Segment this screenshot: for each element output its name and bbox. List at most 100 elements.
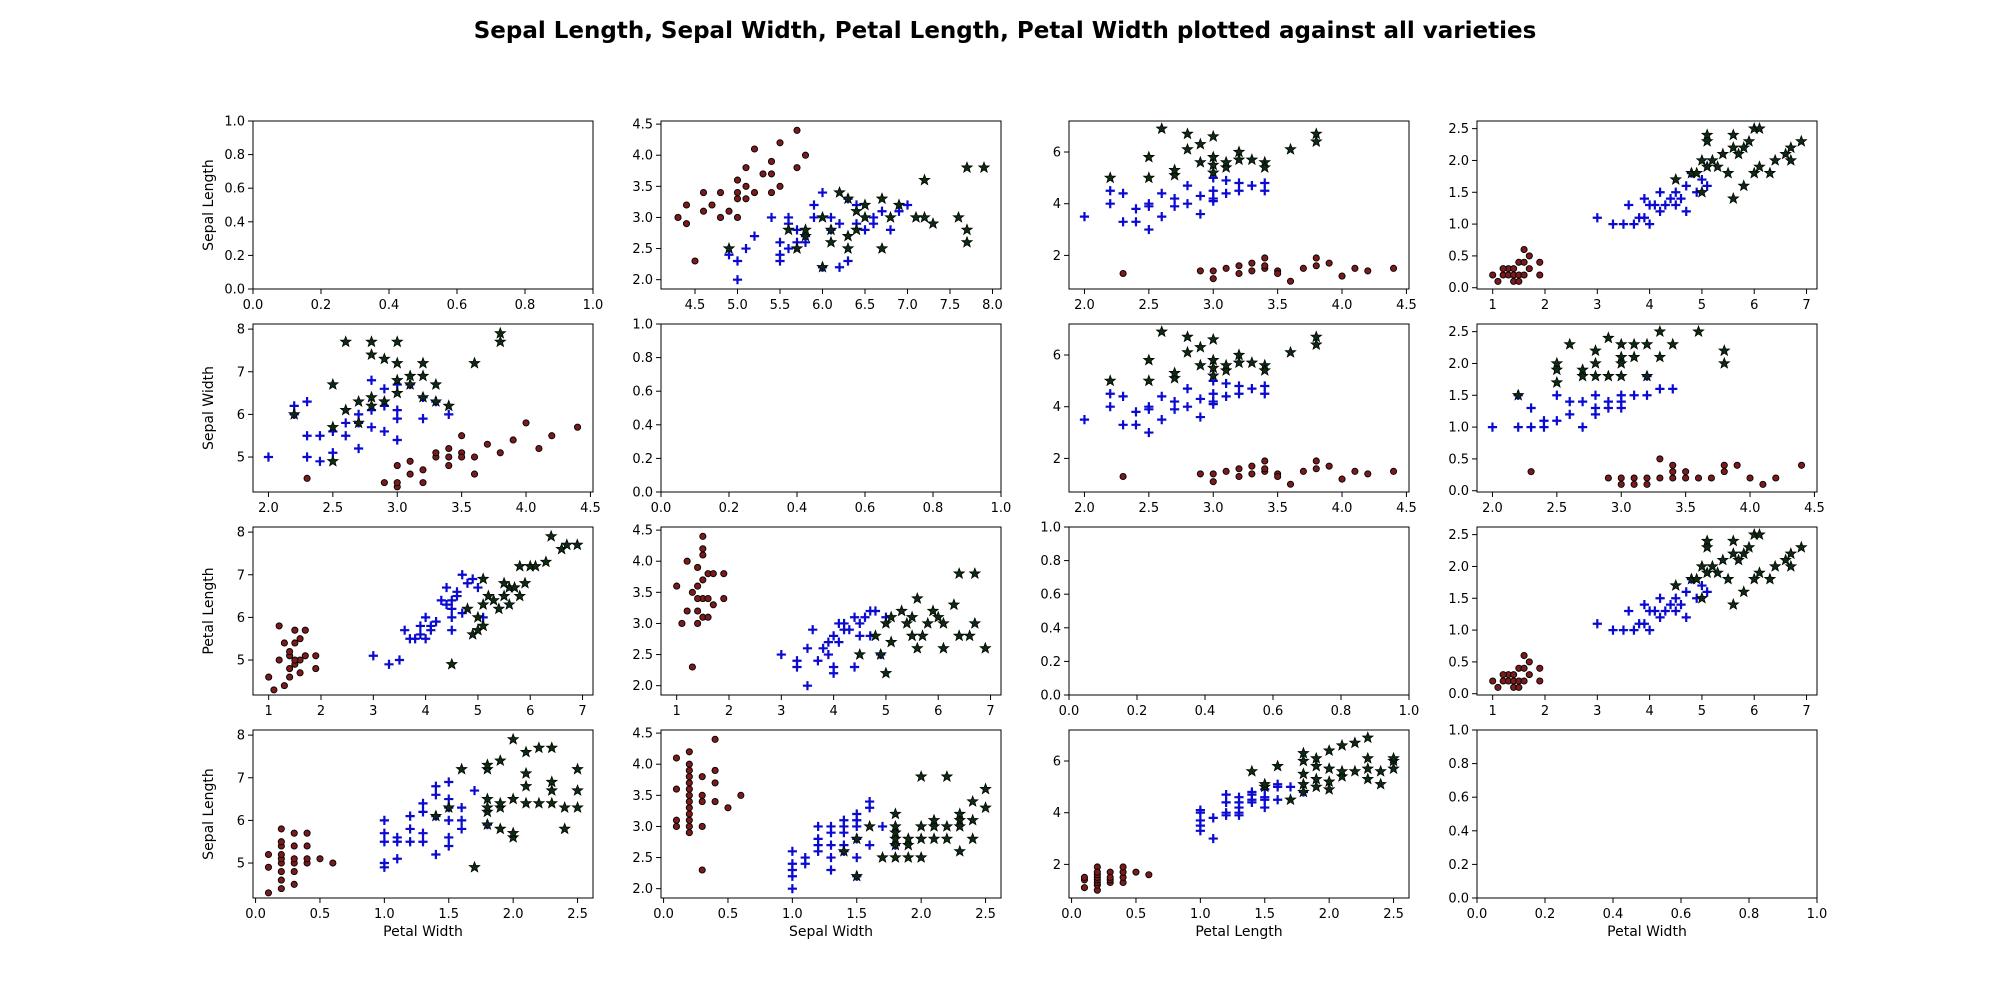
data-point xyxy=(1222,264,1230,272)
x-tick-label: 5.0 xyxy=(727,298,748,313)
data-point xyxy=(1624,200,1634,210)
data-point xyxy=(1617,474,1625,482)
data-point xyxy=(1297,785,1310,798)
data-point xyxy=(1235,269,1243,278)
data-point xyxy=(766,212,777,223)
data-point xyxy=(865,840,875,850)
data-point xyxy=(1700,566,1714,579)
data-point xyxy=(1711,566,1724,579)
data-point xyxy=(1119,269,1127,278)
data-point xyxy=(1640,337,1654,350)
data-point xyxy=(1157,415,1167,425)
y-tick-label: 6 xyxy=(237,611,245,626)
data-point xyxy=(1589,356,1602,369)
series-star xyxy=(429,732,584,873)
data-point xyxy=(1526,403,1536,413)
data-point xyxy=(1510,671,1518,679)
data-point xyxy=(1221,378,1231,389)
data-point xyxy=(1351,467,1359,475)
data-point xyxy=(1700,540,1714,553)
data-point xyxy=(1630,474,1638,482)
y-tick-label: 0.0 xyxy=(224,283,245,298)
data-point xyxy=(365,348,378,361)
data-point xyxy=(1195,209,1205,219)
data-point xyxy=(506,826,520,839)
y-tick-label: 6 xyxy=(1053,755,1061,770)
data-point xyxy=(742,182,750,190)
data-point xyxy=(776,649,786,660)
data-point xyxy=(392,832,402,843)
data-point xyxy=(711,735,719,743)
data-point xyxy=(1297,746,1310,759)
y-tick-label: 0.0 xyxy=(632,486,653,501)
y-tick-label: 3.0 xyxy=(632,211,653,226)
data-point xyxy=(558,801,571,813)
data-point xyxy=(301,652,309,660)
y-tick-label: 0.4 xyxy=(1040,621,1061,636)
data-point xyxy=(1322,744,1336,757)
data-point xyxy=(826,212,836,223)
data-point xyxy=(1721,166,1735,179)
x-tick-label: 2.0 xyxy=(1482,501,1503,516)
data-point xyxy=(1234,178,1244,188)
data-point xyxy=(1700,160,1714,173)
data-point xyxy=(860,225,870,235)
x-tick-label: 0.5 xyxy=(718,907,739,922)
data-point xyxy=(406,470,414,478)
data-point xyxy=(1629,219,1639,229)
series-star xyxy=(1511,325,1731,401)
data-point xyxy=(672,785,681,793)
data-point xyxy=(270,686,278,694)
axes-frame xyxy=(1476,729,1818,899)
data-point xyxy=(545,783,559,796)
y-tick-label: 1.0 xyxy=(1040,521,1061,536)
data-point xyxy=(877,821,888,832)
x-tick-label: 6 xyxy=(934,704,942,719)
data-point xyxy=(316,855,324,863)
data-point xyxy=(384,659,394,669)
series-star xyxy=(1103,325,1323,387)
data-point xyxy=(392,405,402,415)
data-point xyxy=(874,647,887,660)
data-point xyxy=(1309,135,1323,148)
data-point xyxy=(1182,384,1193,394)
data-point xyxy=(1717,356,1731,369)
data-point xyxy=(953,807,967,820)
data-point xyxy=(869,629,882,642)
data-point xyxy=(775,237,785,247)
data-point xyxy=(431,790,441,800)
data-point xyxy=(1219,363,1233,376)
data-point xyxy=(905,610,919,623)
data-point xyxy=(341,418,351,428)
data-point xyxy=(1144,427,1154,438)
data-point xyxy=(519,745,533,758)
data-point xyxy=(1668,384,1678,394)
data-point xyxy=(685,748,693,756)
data-point xyxy=(850,223,863,236)
x-tick-label: 0.2 xyxy=(1535,907,1556,922)
data-point xyxy=(1669,468,1677,476)
data-point xyxy=(876,850,889,863)
data-point xyxy=(444,815,454,825)
data-point xyxy=(1629,390,1639,400)
data-point xyxy=(290,855,298,863)
y-tick-label: 4 xyxy=(1053,806,1061,821)
data-point xyxy=(1080,873,1089,881)
data-point xyxy=(1520,258,1528,266)
data-point xyxy=(799,223,812,236)
data-point xyxy=(461,602,474,615)
subplot-grid: 0.0 0.2 0.4 0.6 0.8 1.0 0.0 0.2 0.4 0.6 0.8 1.0 Sepa… xyxy=(201,115,1827,941)
data-point xyxy=(1209,470,1217,478)
data-point xyxy=(290,842,298,850)
data-point xyxy=(1717,344,1731,357)
data-point xyxy=(1194,358,1207,371)
data-point xyxy=(1694,474,1703,482)
data-point xyxy=(716,213,725,221)
data-point xyxy=(694,607,702,615)
data-point xyxy=(1682,474,1690,482)
data-point xyxy=(843,256,853,266)
data-point xyxy=(858,210,872,223)
data-point xyxy=(750,145,759,153)
y-tick-label: 5 xyxy=(237,654,245,669)
data-point xyxy=(1206,369,1220,382)
